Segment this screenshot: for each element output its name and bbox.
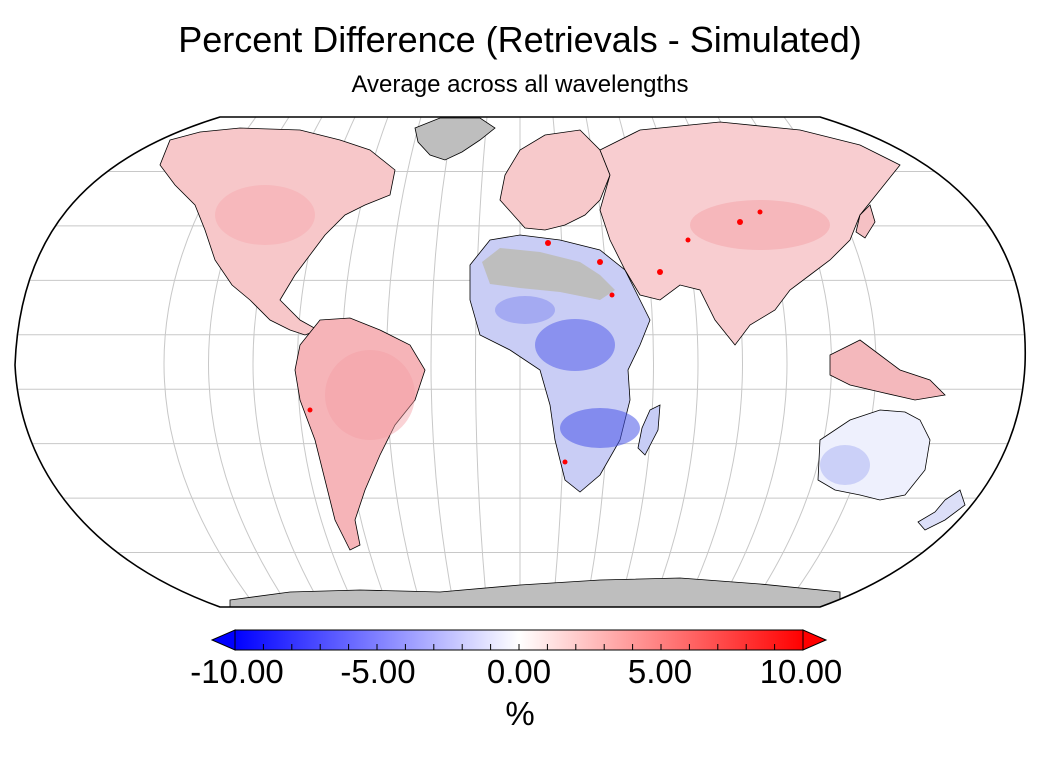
- map-subtitle: Average across all wavelengths: [351, 71, 689, 98]
- colorbar-tick-label: -5.00: [340, 653, 416, 690]
- colorbar-tick-label: 10.00: [759, 653, 843, 690]
- japan-land: [855, 204, 876, 239]
- regional-anomalies: [215, 185, 870, 485]
- southeast-asia-islands: [829, 339, 946, 401]
- colorbar: [210, 629, 828, 651]
- colorbar-tick-label: 0.00: [486, 653, 552, 690]
- colorbar-min-arrow: [210, 629, 236, 651]
- greenland-land: [414, 117, 496, 161]
- colorbar-unit: %: [505, 695, 535, 732]
- colorbar-tick-label: -10.00: [190, 653, 284, 690]
- colorbar-max-arrow: [802, 629, 828, 651]
- longitude-line: [430, 117, 455, 607]
- world-map: [14, 116, 1026, 608]
- longitude-line: [475, 117, 488, 607]
- madagascar-land: [637, 404, 661, 456]
- map-title: Percent Difference (Retrievals - Simulat…: [178, 19, 862, 60]
- asia-land: [599, 121, 901, 346]
- sahara-no-data: [482, 248, 615, 300]
- colorbar-tick-label: 5.00: [627, 653, 693, 690]
- new-zealand-land: [917, 489, 966, 531]
- map-boundary: [14, 116, 1026, 608]
- north-america-land: [159, 127, 396, 336]
- south-america-land: [294, 317, 426, 551]
- antarctica-land: [229, 577, 841, 607]
